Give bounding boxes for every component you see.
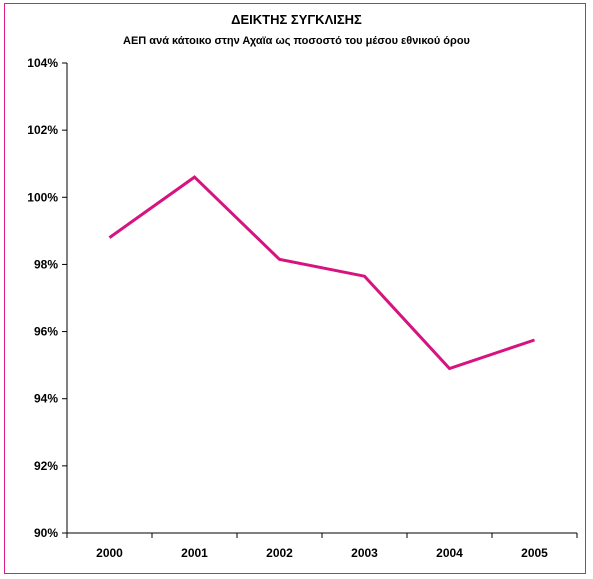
x-tick-label: 2003 xyxy=(351,546,378,560)
x-axis-tick-labels: 2000 2001 2002 2003 2004 2005 xyxy=(96,546,548,560)
chart-frame xyxy=(4,3,586,574)
y-tick-label: 92% xyxy=(34,459,58,473)
chart-title: ΔΕΙΚΤΗΣ ΣΥΓΚΛΙΣΗΣ xyxy=(231,12,362,27)
y-tick-label: 96% xyxy=(34,325,58,339)
x-tick-label: 2000 xyxy=(96,546,123,560)
series-line-0 xyxy=(108,175,535,371)
y-axis-tick-labels: 90% 92% 94% 96% 98% 100% 102% 104% xyxy=(27,56,58,540)
x-tick-label: 2004 xyxy=(436,546,463,560)
y-tick-label: 94% xyxy=(34,392,58,406)
x-tick-label: 2001 xyxy=(181,546,208,560)
y-tick-label: 98% xyxy=(34,257,58,271)
y-tick-label: 90% xyxy=(34,526,58,540)
x-tick-label: 2005 xyxy=(521,546,548,560)
y-tick-label: 100% xyxy=(27,190,58,204)
x-tick-label: 2002 xyxy=(266,546,293,560)
y-tick-label: 104% xyxy=(27,56,58,70)
y-tick-label: 102% xyxy=(27,123,58,137)
chart-axes xyxy=(62,62,578,538)
series-lines xyxy=(108,175,535,371)
chart-subtitle: ΑΕΠ ανά κάτοικο στην Αχαϊα ως ποσοστό το… xyxy=(123,35,470,47)
